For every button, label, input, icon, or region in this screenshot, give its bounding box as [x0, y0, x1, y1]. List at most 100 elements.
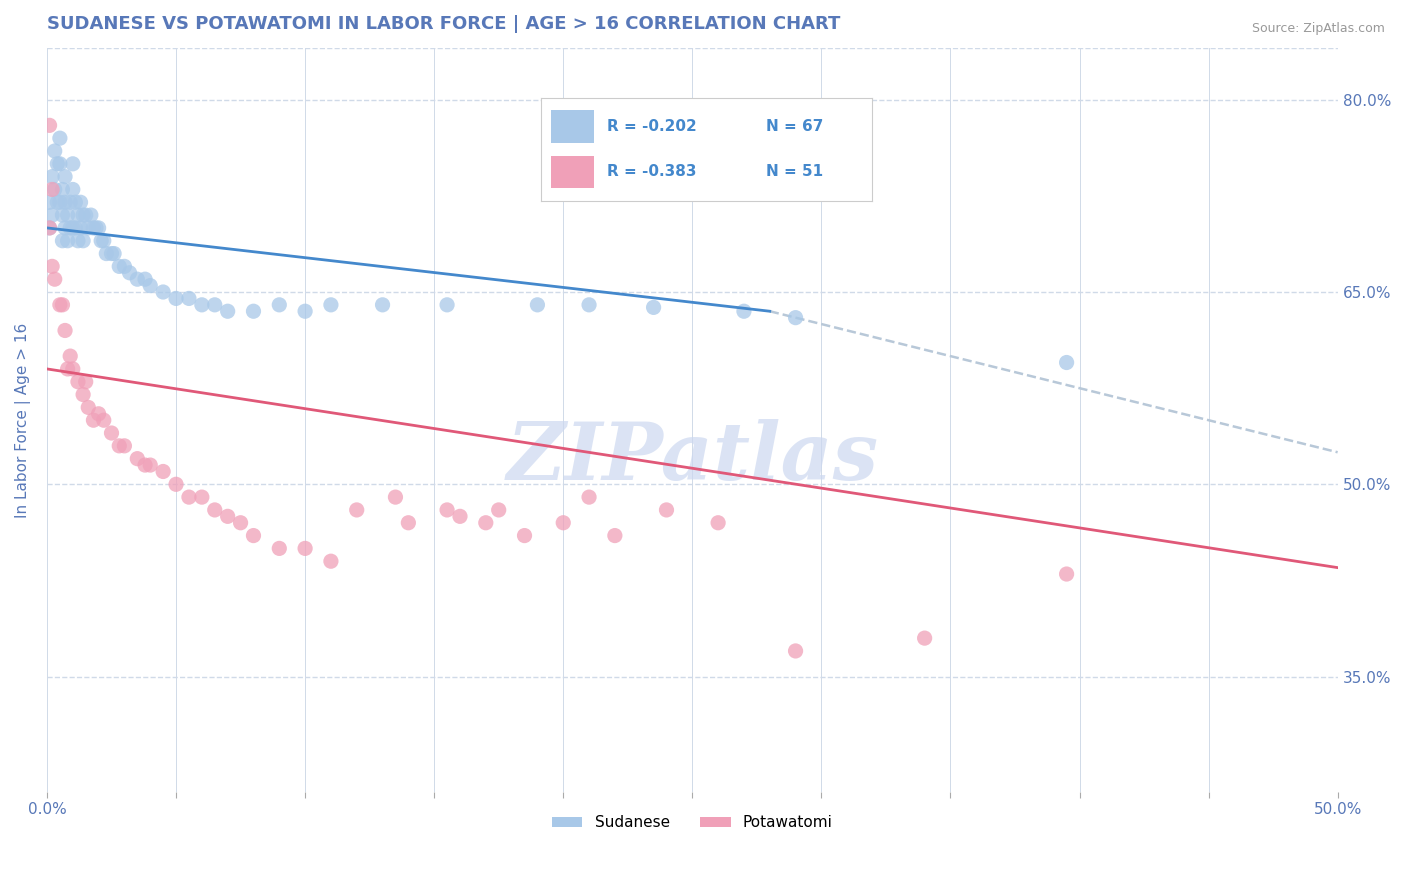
Point	[77, 401, 100, 415]
Point	[56, 362, 79, 376]
Point	[75, 375, 97, 389]
Point	[44, 144, 66, 158]
Point	[41, 260, 63, 274]
Point	[1056, 355, 1078, 369]
Point	[371, 298, 394, 312]
Text: ZIPatlas: ZIPatlas	[506, 418, 879, 496]
Point	[53, 169, 76, 184]
Point	[56, 208, 79, 222]
Point	[204, 298, 226, 312]
Point	[578, 490, 600, 504]
Point	[59, 349, 82, 363]
Point	[66, 375, 89, 389]
Point	[82, 221, 104, 235]
FancyBboxPatch shape	[551, 111, 595, 144]
Point	[41, 208, 63, 222]
Point	[62, 362, 84, 376]
Point	[1056, 567, 1078, 582]
Point	[53, 195, 76, 210]
Point	[242, 528, 264, 542]
Point	[177, 292, 200, 306]
Text: Source: ZipAtlas.com: Source: ZipAtlas.com	[1251, 22, 1385, 36]
Point	[269, 298, 291, 312]
Point	[707, 516, 730, 530]
Point	[93, 413, 115, 427]
Point	[319, 298, 342, 312]
Point	[217, 304, 239, 318]
Point	[396, 516, 419, 530]
Point	[191, 298, 214, 312]
Point	[139, 458, 162, 472]
Point	[49, 157, 72, 171]
Point	[319, 554, 342, 568]
Point	[49, 298, 72, 312]
Point	[914, 631, 936, 645]
Text: SUDANESE VS POTAWATOMI IN LABOR FORCE | AGE > 16 CORRELATION CHART: SUDANESE VS POTAWATOMI IN LABOR FORCE | …	[46, 15, 841, 33]
Point	[65, 221, 87, 235]
Point	[217, 509, 239, 524]
Point	[53, 221, 76, 235]
Point	[59, 195, 82, 210]
Point	[733, 304, 755, 318]
Point	[56, 234, 79, 248]
Text: R = -0.383: R = -0.383	[607, 164, 697, 179]
Point	[108, 260, 131, 274]
Point	[152, 285, 174, 299]
Point	[51, 298, 73, 312]
FancyBboxPatch shape	[551, 155, 595, 188]
Point	[294, 304, 316, 318]
Point	[46, 195, 69, 210]
Point	[112, 260, 135, 274]
Point	[51, 234, 73, 248]
Point	[643, 301, 665, 315]
Point	[66, 234, 89, 248]
Point	[90, 234, 112, 248]
Point	[384, 490, 406, 504]
Point	[108, 439, 131, 453]
Point	[80, 208, 103, 222]
Point	[77, 221, 100, 235]
Point	[62, 157, 84, 171]
Point	[65, 195, 87, 210]
Point	[62, 182, 84, 196]
Point	[38, 195, 60, 210]
Point	[177, 490, 200, 504]
Point	[49, 195, 72, 210]
Point	[75, 208, 97, 222]
Point	[53, 323, 76, 337]
Point	[134, 272, 156, 286]
Point	[449, 509, 471, 524]
Point	[134, 458, 156, 472]
Point	[269, 541, 291, 556]
Point	[526, 298, 548, 312]
Point	[59, 221, 82, 235]
Point	[44, 182, 66, 196]
Point	[44, 272, 66, 286]
Point	[93, 234, 115, 248]
Point	[436, 503, 458, 517]
Point	[346, 503, 368, 517]
Point	[655, 503, 678, 517]
Text: N = 51: N = 51	[766, 164, 823, 179]
Point	[118, 266, 141, 280]
Point	[436, 298, 458, 312]
Point	[100, 425, 122, 440]
Point	[96, 246, 118, 260]
Point	[41, 182, 63, 196]
Point	[72, 387, 94, 401]
Point	[127, 272, 149, 286]
Point	[204, 503, 226, 517]
Legend: Sudanese, Potawatomi: Sudanese, Potawatomi	[546, 809, 839, 837]
Text: N = 67: N = 67	[766, 119, 824, 134]
Text: R = -0.202: R = -0.202	[607, 119, 697, 134]
Point	[72, 234, 94, 248]
Point	[46, 157, 69, 171]
Point	[49, 131, 72, 145]
Point	[69, 221, 91, 235]
Point	[82, 413, 104, 427]
Point	[191, 490, 214, 504]
Point	[41, 169, 63, 184]
Point	[66, 208, 89, 222]
Point	[51, 208, 73, 222]
Point	[127, 451, 149, 466]
